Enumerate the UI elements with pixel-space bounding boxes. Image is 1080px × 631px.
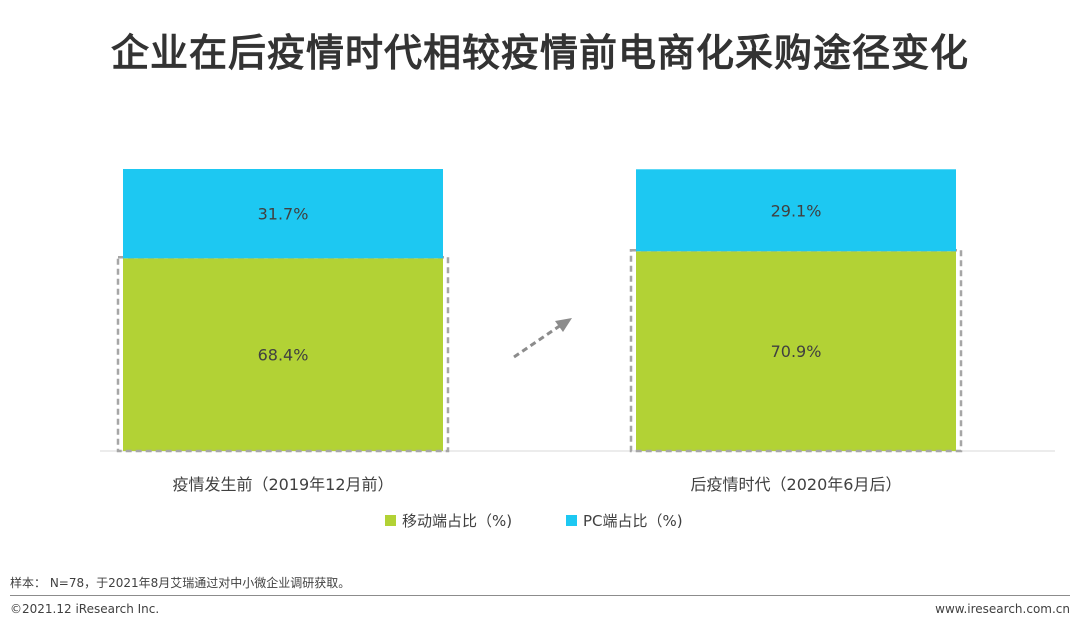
copyright-text: ©2021.12 iResearch Inc. [10, 602, 160, 616]
bar-pc-2 [636, 169, 956, 252]
data-label-mobile-1: 68.4% [258, 346, 309, 365]
data-label-mobile-2: 70.9% [771, 342, 822, 361]
bar-pc-1 [123, 169, 443, 259]
sample-note: 样本： N=78，于2021年8月艾瑞通过对中小微企业调研获取。 [10, 576, 351, 590]
stacked-bar-chart: 68.4% 31.7% 疫情发生前（2019年12月前） 70.9% 29.1% 后疫情时… [100, 169, 1055, 530]
x-tick-label-1: 疫情发生前（2019年12月前） [172, 475, 393, 494]
legend-item-pc-swatch [566, 515, 577, 526]
legend-item-pc-label: PC端占比（%) [583, 512, 683, 530]
data-label-pc-2: 29.1% [771, 201, 822, 220]
data-label-pc-1: 31.7% [258, 205, 309, 224]
trend-arrow-head [555, 318, 572, 332]
bar-mobile-2 [636, 251, 956, 451]
legend-item-mobile-swatch [385, 515, 396, 526]
x-tick-label-2: 后疫情时代（2020年6月后） [691, 475, 902, 494]
footer-divider [10, 595, 1070, 596]
legend-item-mobile-label: 移动端占比（%) [402, 512, 512, 530]
chart-title: 企业在后疫情时代相较疫情前电商化采购途径变化 [110, 31, 969, 75]
trend-arrow-shaft [513, 323, 562, 359]
website-text: www.iresearch.com.cn [935, 602, 1070, 616]
bar-mobile-1 [123, 258, 443, 451]
